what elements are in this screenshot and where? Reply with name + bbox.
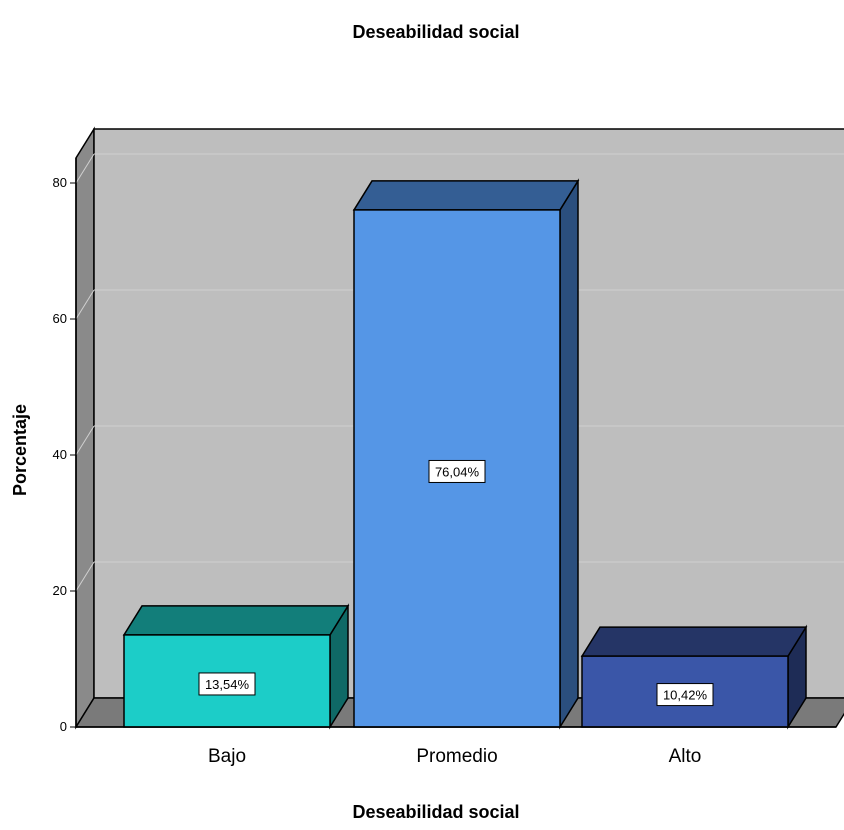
x-tick-label-promedio: Promedio (416, 746, 497, 767)
data-label-box (198, 672, 256, 696)
bar-top-bajo (122, 605, 350, 636)
data-label-box (656, 683, 714, 707)
y-tick-label: 60 (53, 311, 67, 326)
gridline-side (75, 153, 95, 184)
side-wall (75, 126, 95, 730)
y-tick-label: 0 (60, 719, 67, 734)
data-label-box (428, 459, 486, 483)
x-tick-label-bajo: Bajo (208, 746, 246, 767)
y-tick-label: 40 (53, 447, 67, 462)
bar-top-alto (580, 626, 808, 657)
data-label: 76,04% (435, 464, 480, 479)
data-label: 10,42% (663, 688, 708, 703)
gridline-side (75, 425, 95, 456)
y-axis-title: Porcentaje (10, 404, 30, 496)
bar-top-promedio (352, 180, 580, 211)
x-tick-label-alto: Alto (669, 746, 702, 767)
y-tick-label: 20 (53, 583, 67, 598)
plot-area: 0 20 40 60 80 13,54% Bajo 76,04% Promedio 10,42% A… (53, 126, 844, 767)
gridline-side (75, 289, 95, 320)
bar-side-promedio (559, 178, 579, 730)
data-label: 13,54% (205, 677, 250, 692)
x-axis-title: Deseabilidad social (352, 802, 519, 822)
chart-title: Deseabilidad social (352, 22, 519, 42)
gridline-side (75, 561, 95, 592)
y-tick-label: 80 (53, 175, 67, 190)
